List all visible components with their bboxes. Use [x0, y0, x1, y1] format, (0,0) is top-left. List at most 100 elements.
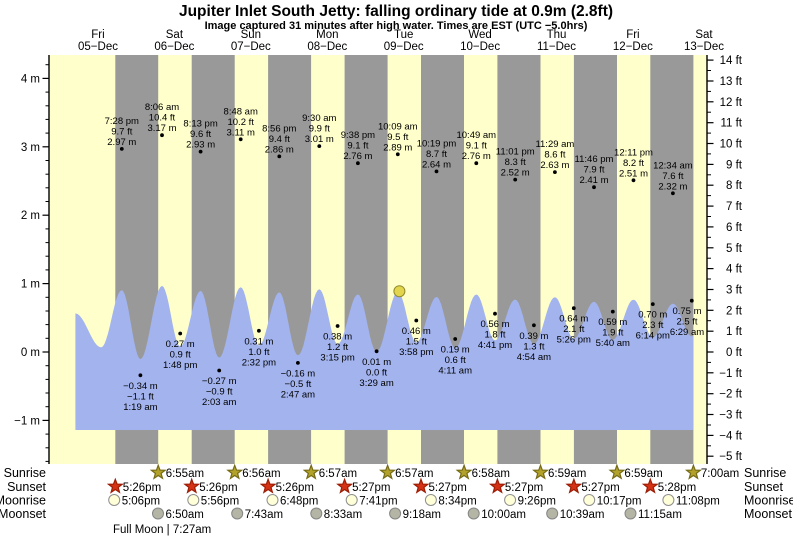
high-tide-label: 8.3 ft: [505, 157, 526, 168]
high-tide-dot: [277, 154, 282, 159]
sunrise-icon: [532, 463, 550, 480]
low-tide-label: 3:58 pm: [399, 347, 433, 358]
low-tide-label: 1.8 ft: [484, 330, 505, 341]
high-tide-dot: [631, 178, 636, 183]
feet-tick-label: 10 ft: [720, 139, 743, 151]
low-tide-label: 0.39 m: [519, 331, 548, 342]
sun-moon-time: 5:27pm: [352, 482, 390, 494]
day-label-dow: Sun: [241, 29, 261, 41]
high-tide-dot: [592, 185, 596, 190]
feet-tick-label: 6 ft: [726, 222, 743, 234]
sunrise-icon: [379, 463, 397, 480]
feet-tick-label: 0 ft: [726, 347, 743, 359]
meter-tick-label: −1 m: [14, 415, 40, 427]
feet-tick-label: 4 ft: [726, 264, 743, 276]
sunset-icon: [641, 477, 659, 494]
low-tide-label: 0.31 m: [244, 336, 273, 347]
sun-moon-time: 5:27pm: [581, 482, 619, 494]
high-tide-label: 8:48 am: [224, 106, 258, 117]
high-tide-label: 7.9 ft: [583, 165, 604, 176]
day-label-date: 07−Dec: [231, 41, 271, 53]
low-tide-label: 0.27 m: [166, 339, 195, 350]
high-tide-label: 7.6 ft: [662, 171, 683, 182]
high-tide-dot: [160, 133, 164, 138]
sun-moon-time: 11:15am: [638, 509, 682, 521]
sunrise-icon: [684, 463, 702, 480]
high-tide-label: 2.97 m: [107, 137, 136, 148]
moonset-icon: [624, 507, 637, 520]
feet-tick-label: 2 ft: [726, 305, 743, 317]
high-tide-label: 7:28 pm: [105, 116, 139, 127]
sun-moon-time: 5:56pm: [201, 496, 239, 508]
high-tide-label: 2.93 m: [186, 140, 215, 151]
low-tide-label: 3:15 pm: [320, 353, 354, 364]
row-label-right-sunset: Sunset: [744, 480, 783, 494]
low-tide-label: 1.5 ft: [406, 337, 427, 348]
feet-tick-label: 1 ft: [726, 326, 743, 338]
sunset-icon: [336, 477, 354, 494]
high-tide-label: 9.1 ft: [466, 141, 487, 152]
high-tide-dot: [198, 149, 203, 154]
high-tide-label: 12:11 pm: [614, 147, 653, 158]
low-tide-label: −0.34 m: [123, 381, 158, 392]
sun-moon-time: 11:08pm: [676, 496, 720, 508]
sun-moon-time: 6:58am: [472, 468, 510, 480]
sun-moon-time: 7:43am: [245, 509, 283, 521]
feet-tick-label: −1 ft: [719, 368, 743, 380]
meter-tick-label: 4 m: [21, 73, 40, 85]
moonset-icon: [310, 507, 323, 520]
meter-tick-label: 1 m: [21, 279, 40, 291]
low-tide-label: 0.0 ft: [366, 367, 387, 378]
high-tide-label: 3.11 m: [227, 127, 255, 138]
sun-moon-time: 9:26pm: [518, 496, 556, 508]
day-label-dow: Tue: [394, 29, 413, 41]
low-tide-label: −0.16 m: [281, 368, 316, 379]
sun-moon-time: 7:41pm: [359, 496, 397, 508]
low-tide-label: 6:14 pm: [636, 331, 670, 342]
day-label-date: 11−Dec: [537, 41, 576, 53]
low-tide-dot: [532, 323, 536, 328]
row-label-right-sunrise: Sunrise: [744, 466, 786, 480]
meter-tick-label: 0 m: [21, 347, 40, 359]
sun-moon-time: 6:57am: [319, 468, 357, 480]
moonrise-icon: [583, 494, 596, 506]
high-tide-dot: [356, 161, 360, 166]
feet-tick-label: 8 ft: [726, 180, 743, 192]
high-tide-label: 10.2 ft: [227, 117, 254, 128]
low-tide-dot: [335, 324, 340, 328]
low-tide-label: 0.64 m: [559, 314, 588, 325]
day-label-dow: Sat: [695, 29, 713, 41]
high-tide-label: 11:29 am: [535, 139, 574, 150]
moonrise-icon: [424, 494, 437, 506]
sun-moon-time: 6:59am: [624, 468, 662, 480]
low-tide-dot: [571, 306, 576, 311]
high-tide-label: 8.6 ft: [544, 150, 565, 161]
high-tide-label: 9:30 am: [302, 113, 336, 124]
high-tide-label: 9.1 ft: [347, 141, 368, 152]
low-tide-dot: [374, 349, 379, 354]
low-tide-label: 0.38 m: [323, 332, 352, 343]
high-tide-dot: [671, 191, 675, 196]
page-subtitle: Image captured 31 minutes after high wat…: [205, 20, 588, 32]
moonrise-icon: [187, 494, 200, 506]
row-label-left-moonrise: Moonrise: [0, 494, 46, 508]
low-tide-label: 6:29 am: [670, 327, 704, 338]
low-tide-dot: [610, 309, 615, 314]
high-tide-dot: [238, 137, 243, 142]
high-tide-label: 11:46 pm: [575, 154, 614, 165]
high-tide-label: 8:56 pm: [262, 123, 296, 134]
moonset-icon: [389, 507, 402, 520]
sun-moon-time: 5:26pm: [276, 482, 314, 494]
moonrise-icon: [266, 494, 279, 506]
high-tide-dot: [513, 177, 518, 182]
low-tide-dot: [689, 298, 694, 303]
day-label-dow: Wed: [468, 29, 491, 41]
day-label-date: 08−Dec: [307, 41, 347, 53]
high-tide-label: 9.5 ft: [387, 132, 408, 143]
high-tide-dot: [553, 170, 557, 175]
low-tide-label: 0.59 m: [598, 317, 627, 328]
sunset-icon: [412, 477, 430, 494]
page-title: Jupiter Inlet South Jetty: falling ordin…: [179, 3, 613, 20]
